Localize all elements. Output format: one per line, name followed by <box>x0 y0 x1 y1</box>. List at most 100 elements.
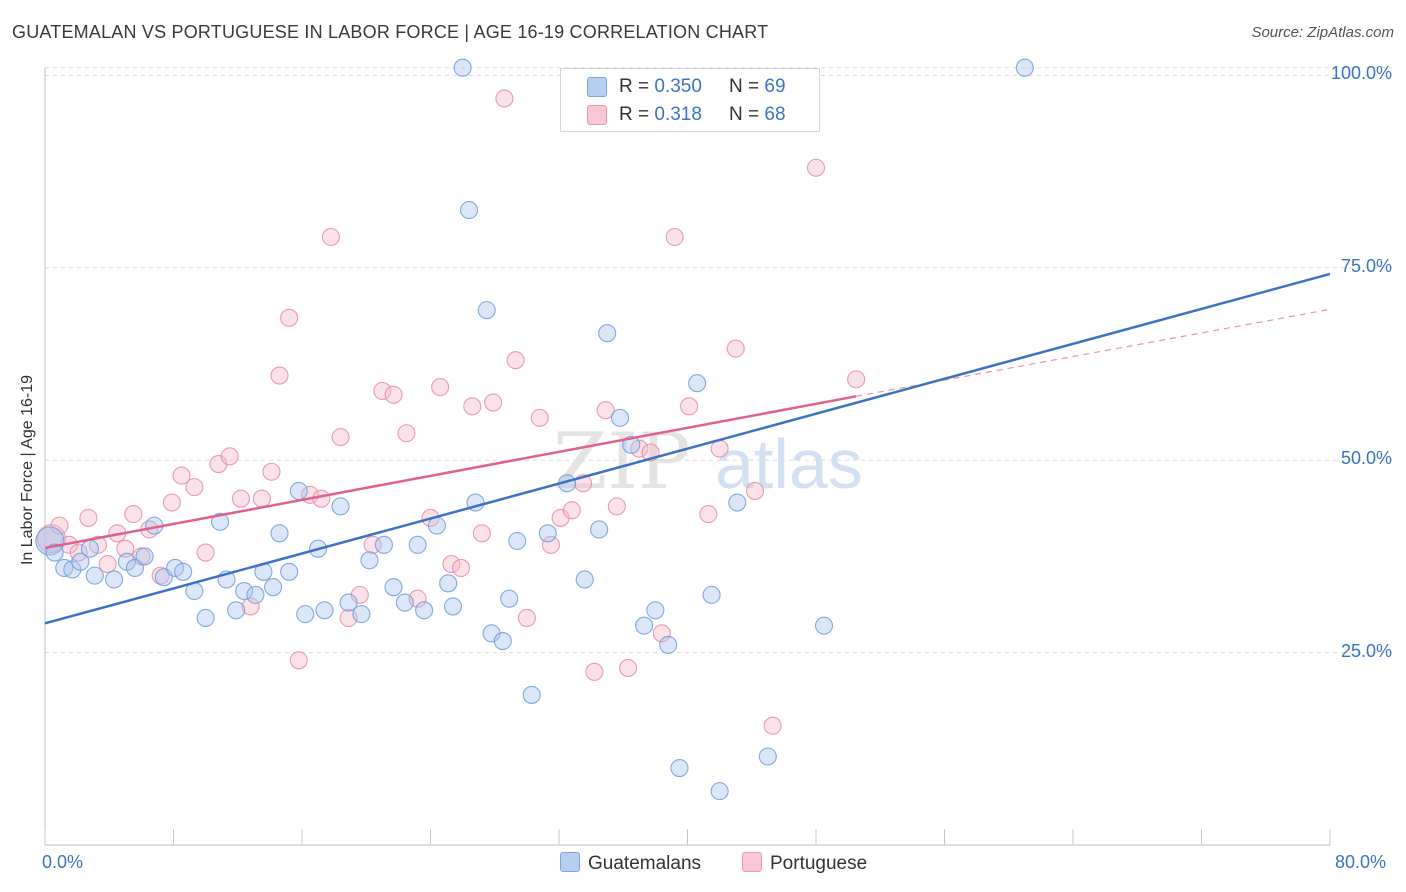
data-point <box>610 408 630 427</box>
source-label: Source: ZipAtlas.com <box>1251 24 1394 41</box>
data-point <box>151 566 170 585</box>
data-point <box>264 578 283 597</box>
x-tick-label-max: 80.0% <box>1335 852 1387 872</box>
data-point <box>174 562 193 581</box>
data-point <box>670 758 689 778</box>
data-point <box>506 351 525 370</box>
data-point <box>495 89 514 108</box>
data-point <box>124 505 143 524</box>
data-point <box>665 227 684 247</box>
data-point <box>196 543 215 562</box>
legend-item-guatemalans[interactable]: Guatemalans <box>560 852 701 875</box>
data-point <box>814 616 834 635</box>
r-value: 0.350 <box>654 76 702 97</box>
data-point <box>246 585 265 604</box>
r-value: 0.318 <box>654 104 702 125</box>
legend-swatch-blue <box>587 77 607 97</box>
legend-n: N = 68 <box>729 104 786 126</box>
legend-label-guatemalans: Guatemalans <box>588 853 702 874</box>
data-point <box>652 624 671 643</box>
data-point <box>289 481 308 501</box>
data-point <box>517 608 536 628</box>
data-point <box>847 370 866 389</box>
n-value: 69 <box>764 76 786 97</box>
portuguese-points <box>36 89 866 735</box>
data-point <box>235 581 254 601</box>
data-point <box>35 526 65 556</box>
data-point <box>408 535 427 554</box>
data-point <box>451 558 471 577</box>
data-point <box>541 535 561 554</box>
data-point <box>500 589 519 608</box>
r-label: R = <box>619 76 650 97</box>
data-point <box>321 227 340 247</box>
legend-item-portuguese[interactable]: Portuguese <box>742 852 867 875</box>
data-point <box>289 651 308 670</box>
data-point <box>331 428 350 447</box>
data-point <box>477 301 496 320</box>
data-point <box>463 397 482 416</box>
n-label: N = <box>729 104 760 125</box>
data-point <box>384 385 403 404</box>
data-point <box>530 408 549 427</box>
data-point <box>806 158 826 177</box>
data-point <box>635 616 654 635</box>
data-point <box>71 552 90 571</box>
data-point <box>384 578 403 597</box>
data-point <box>241 597 260 616</box>
data-point <box>622 435 641 454</box>
trend-lines <box>44 272 1331 625</box>
n-label: N = <box>729 76 760 97</box>
data-point <box>443 597 463 616</box>
data-point <box>79 508 98 527</box>
data-point <box>619 658 638 678</box>
data-point <box>296 605 315 624</box>
data-point <box>262 462 281 481</box>
data-point <box>331 497 350 516</box>
data-point <box>227 601 246 620</box>
data-point <box>508 531 527 551</box>
data-point <box>431 378 450 397</box>
data-point <box>459 201 479 220</box>
data-point <box>699 505 718 524</box>
data-point <box>397 424 416 443</box>
data-point <box>728 493 747 512</box>
data-point <box>220 447 239 466</box>
data-point <box>360 551 379 570</box>
data-point <box>98 555 117 574</box>
data-point <box>493 632 512 651</box>
data-point <box>116 539 135 558</box>
chart-title: GUATEMALAN VS PORTUGUESE IN LABOR FORCE … <box>12 22 769 42</box>
data-point <box>680 397 699 416</box>
data-point <box>763 716 782 735</box>
data-point <box>688 374 707 393</box>
data-point <box>280 308 299 327</box>
data-point <box>538 524 557 543</box>
data-point <box>598 324 617 343</box>
axes <box>44 68 1331 846</box>
data-point <box>231 489 251 508</box>
data-point <box>659 635 678 654</box>
legend-label-portuguese: Portuguese <box>770 853 868 874</box>
y-tick-label: 50.0% <box>1340 448 1392 469</box>
data-point <box>607 497 626 516</box>
data-point <box>185 478 204 497</box>
data-point <box>1015 58 1034 77</box>
data-point <box>339 593 358 612</box>
data-point <box>352 605 371 624</box>
legend-r: R = 0.350 <box>619 76 702 98</box>
data-point <box>522 685 541 704</box>
data-point <box>270 524 289 543</box>
guatemalan-points <box>35 58 1034 801</box>
data-point <box>726 339 745 358</box>
n-value: 68 <box>764 104 786 125</box>
legend-swatch-pink <box>742 852 762 872</box>
data-point <box>758 747 777 766</box>
data-point <box>125 558 144 577</box>
data-point <box>442 555 461 574</box>
data-point <box>562 501 581 520</box>
legend-n: N = 69 <box>729 76 786 98</box>
data-point <box>453 58 472 77</box>
data-point <box>252 489 271 508</box>
data-point <box>135 547 154 566</box>
